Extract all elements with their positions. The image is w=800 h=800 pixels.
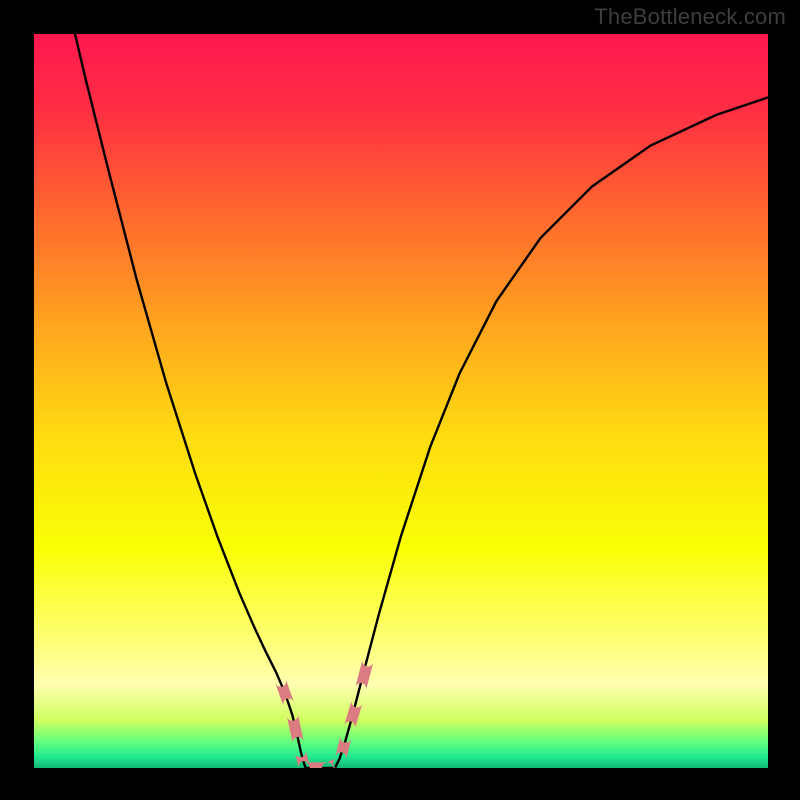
valley-marker-7 — [355, 659, 373, 690]
valley-marker-6 — [344, 700, 362, 728]
valley-marker-5 — [335, 736, 351, 759]
plot-area — [34, 34, 768, 768]
valley-marker-1 — [287, 714, 304, 744]
valley-marker-3 — [304, 762, 327, 768]
valley-marker-2 — [295, 750, 310, 767]
valley-marker-4 — [326, 758, 341, 768]
valley-marker-0 — [275, 680, 294, 706]
watermark-text: TheBottleneck.com — [594, 4, 786, 30]
marker-layer — [34, 34, 768, 768]
outer-frame: TheBottleneck.com — [0, 0, 800, 800]
